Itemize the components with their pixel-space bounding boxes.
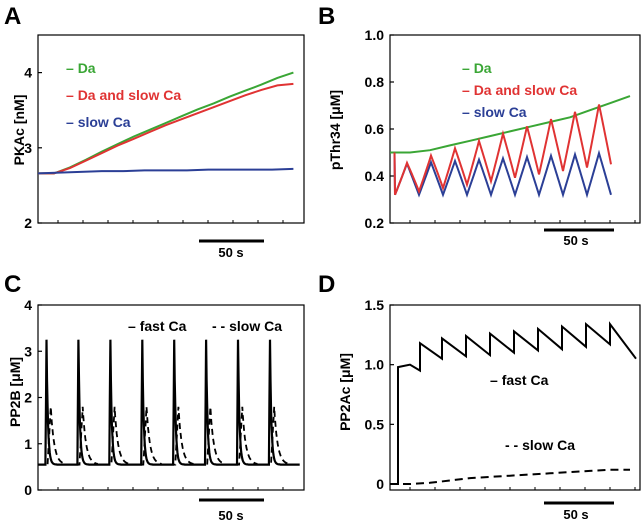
scalebar-label-a: 50 s — [218, 245, 243, 260]
legend-b-da: – Da — [462, 60, 492, 76]
panel-letter-b: B — [318, 3, 335, 30]
ytick-label-a: 2 — [24, 215, 32, 231]
legend-b-slow: – slow Ca — [462, 104, 527, 120]
series-line-b-da-slow-ca — [393, 104, 612, 196]
legend-a-slow: – slow Ca — [66, 114, 131, 130]
ytick-label-c: 0 — [24, 482, 32, 498]
legend-a-da: – Da — [66, 60, 96, 76]
ylabel-c: PP2B [μM] — [7, 357, 23, 427]
scalebar-label-d: 50 s — [563, 507, 588, 520]
panel-letter-a: A — [4, 3, 21, 30]
legend-b-da-slow: – Da and slow Ca — [462, 82, 577, 98]
legend-d-slow: - - slow Ca — [505, 437, 575, 453]
scalebar-label-c: 50 s — [218, 508, 243, 520]
series-line-c-slow-ca — [38, 406, 300, 466]
legend-c-fast: – fast Ca — [128, 318, 187, 334]
series-line-c-fast-ca — [38, 339, 300, 466]
ytick-label-b: 1.0 — [365, 27, 385, 43]
series-line-a-2 — [37, 167, 294, 175]
plot-frame-a — [37, 34, 305, 224]
series-line-b-da — [390, 95, 631, 154]
ytick-label-a: 4 — [24, 65, 32, 81]
ytick-label-b: 0.2 — [365, 215, 385, 231]
ytick-label-d: 1.5 — [365, 297, 385, 313]
ytick-label-c: 3 — [24, 343, 32, 359]
ytick-label-a: 3 — [24, 140, 32, 156]
ylabel-a: PKAc [nM] — [11, 95, 27, 166]
ytick-label-d: 1.0 — [365, 357, 385, 373]
legend-d-fast: – fast Ca — [490, 372, 549, 388]
ytick-label-d: 0 — [376, 476, 384, 492]
ytick-label-c: 2 — [24, 390, 32, 406]
chart-marks-layer: 2 3 4 0.2 0.4 0.6 0.8 1.0 0 1 2 3 4 0 0.5 1.0 1.5 — [24, 27, 641, 505]
series-line-a-1 — [38, 82, 294, 175]
ytick-label-b: 0.6 — [365, 121, 385, 137]
panel-letter-c: C — [4, 271, 21, 298]
legend-c-slow: - - slow Ca — [212, 318, 282, 334]
legend-a-da-slow: – Da and slow Ca — [66, 87, 181, 103]
series-line-b-slow-ca — [393, 149, 612, 199]
ytick-label-d: 0.5 — [365, 416, 385, 432]
ylabel-b: pThr34 [μM] — [327, 90, 343, 170]
series-line-d-fast-ca — [390, 321, 637, 485]
series-line-d-slow-ca — [390, 468, 630, 485]
ytick-label-b: 0.4 — [365, 168, 385, 184]
ytick-label-c: 4 — [24, 297, 32, 313]
plot-frame-d — [389, 304, 641, 491]
scalebar-label-b: 50 s — [563, 233, 588, 248]
panel-letter-d: D — [318, 271, 335, 298]
ytick-label-c: 1 — [24, 436, 32, 452]
ylabel-d: PP2Ac [μM] — [337, 353, 353, 431]
ytick-label-b: 0.8 — [365, 74, 385, 90]
